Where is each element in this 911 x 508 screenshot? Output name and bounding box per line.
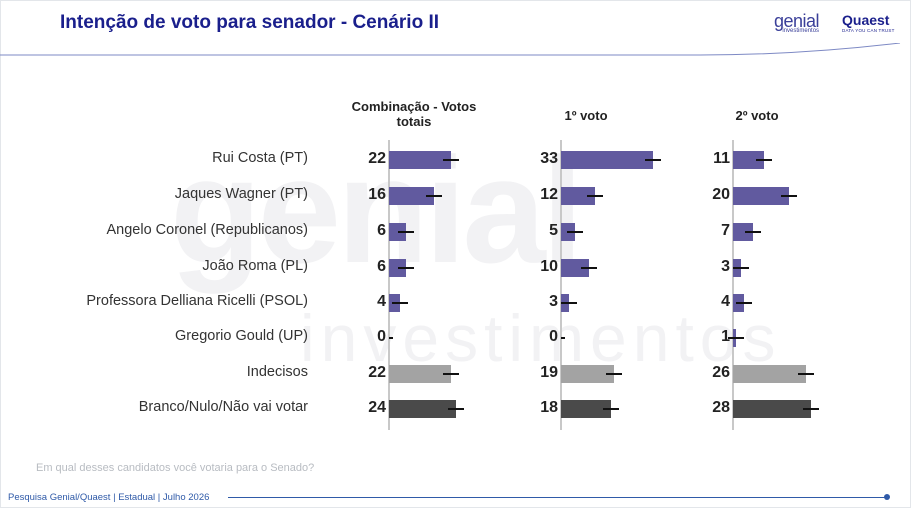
category-label: Jaques Wagner (PT)	[174, 186, 308, 202]
bar-value: 22	[368, 150, 386, 167]
bar-value: 33	[540, 150, 558, 167]
bar-value: 4	[721, 293, 730, 310]
bar	[389, 400, 457, 418]
error-bar	[392, 302, 409, 304]
bar-value: 20	[712, 186, 730, 203]
error-bar	[561, 337, 565, 339]
survey-question: Em qual desses candidatos você votaria p…	[36, 462, 315, 474]
bar	[733, 151, 764, 169]
bar-value: 12	[540, 186, 558, 203]
error-bar	[606, 373, 623, 375]
error-bar	[567, 231, 583, 233]
bar-value: 28	[712, 399, 730, 416]
category-label: Indecisos	[246, 364, 308, 380]
bar	[733, 187, 789, 205]
category-label: Angelo Coronel (Republicanos)	[106, 222, 308, 238]
error-bar	[442, 373, 459, 375]
bar	[561, 259, 589, 277]
bar-value: 3	[721, 258, 730, 275]
error-bar	[744, 231, 761, 233]
error-bar	[425, 195, 442, 197]
error-bar	[581, 267, 597, 269]
bar-value: 26	[712, 364, 730, 381]
bar-value: 6	[377, 258, 386, 275]
error-bar	[803, 408, 820, 410]
bar-value: 7	[721, 222, 730, 239]
bar	[733, 365, 806, 383]
bar-value: 19	[540, 364, 558, 381]
bar-value: 3	[549, 293, 558, 310]
bar-value: 0	[377, 328, 386, 345]
error-bar	[397, 267, 414, 269]
error-bar	[586, 195, 603, 197]
panel-axis	[732, 140, 734, 430]
bar-value: 24	[368, 399, 386, 416]
error-bar	[797, 373, 814, 375]
footer-divider	[228, 497, 888, 498]
watermark-logo: genial	[170, 126, 583, 294]
bar-value: 1	[721, 328, 730, 345]
category-label: Rui Costa (PT)	[212, 150, 308, 166]
bar-value: 10	[540, 258, 558, 275]
footer-source: Pesquisa Genial/Quaest | Estadual | Julh…	[8, 492, 210, 503]
bar-value: 5	[549, 222, 558, 239]
bar-value: 6	[377, 222, 386, 239]
error-bar	[397, 231, 414, 233]
error-bar	[733, 267, 750, 269]
panel-axis	[388, 140, 390, 430]
watermark-subtitle: investimentos	[300, 301, 782, 375]
bar	[389, 151, 451, 169]
bar-value: 4	[377, 293, 386, 310]
error-bar	[448, 408, 465, 410]
panel-title: 1º voto	[564, 108, 608, 123]
bar	[561, 187, 595, 205]
panel-axis	[560, 140, 562, 430]
bar	[561, 400, 612, 418]
bar	[389, 259, 406, 277]
footer-dot	[884, 494, 890, 500]
bar-value: 18	[540, 399, 558, 416]
panel-title: 2º voto	[735, 108, 779, 123]
bar-value: 0	[549, 328, 558, 345]
bar	[733, 400, 812, 418]
error-bar	[561, 302, 578, 304]
error-bar	[736, 302, 753, 304]
error-bar	[781, 195, 797, 197]
error-bar	[603, 408, 620, 410]
error-bar	[727, 337, 744, 339]
bar	[561, 151, 654, 169]
bar	[389, 223, 406, 241]
bar	[561, 365, 615, 383]
bar	[389, 365, 451, 383]
category-label: Professora Delliana Ricelli (PSOL)	[86, 293, 308, 309]
category-label: Gregorio Gould (UP)	[175, 328, 308, 344]
bar	[389, 187, 434, 205]
category-label: João Roma (PL)	[202, 258, 308, 274]
panel-title: Combinação - Votos totais	[351, 99, 477, 129]
error-bar	[645, 159, 662, 161]
quaest-logo: Quaest DATA YOU CAN TRUST	[842, 12, 895, 33]
error-bar	[389, 337, 393, 339]
category-label: Branco/Nulo/Não vai votar	[138, 399, 308, 415]
page-title: Intenção de voto para senador - Cenário …	[60, 12, 440, 33]
bar	[733, 223, 753, 241]
bar-value: 11	[713, 150, 730, 167]
genial-logo: genial investimentos	[774, 11, 820, 34]
error-bar	[442, 159, 459, 161]
bar-value: 22	[368, 364, 386, 381]
error-bar	[755, 159, 772, 161]
header-divider	[0, 43, 901, 56]
bar-value: 16	[368, 186, 386, 203]
